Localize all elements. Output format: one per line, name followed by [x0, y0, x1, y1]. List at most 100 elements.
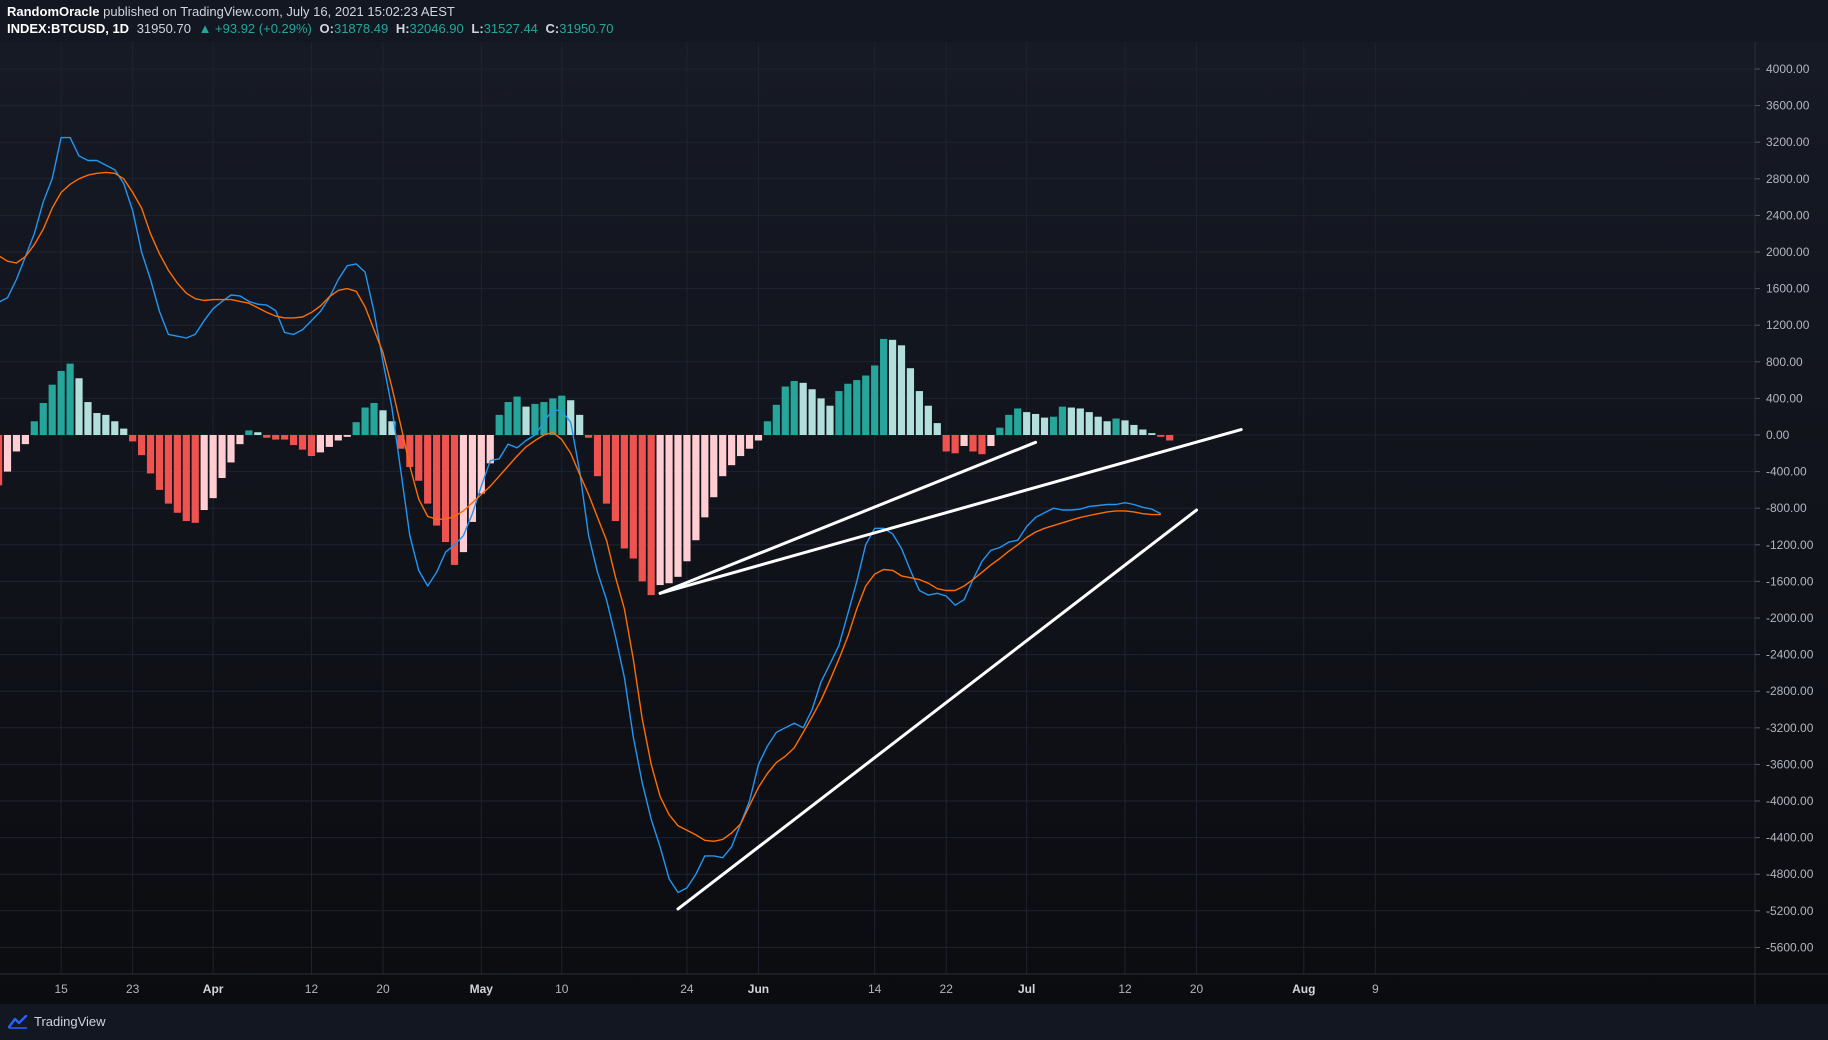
histogram-bar	[289, 435, 298, 446]
histogram-bar	[620, 435, 628, 549]
histogram-bar	[191, 435, 199, 523]
x-tick-label: Jul	[1018, 982, 1035, 996]
x-tick-label: 20	[1190, 982, 1204, 996]
y-tick-label: -4000.00	[1766, 794, 1814, 808]
histogram-bar	[325, 435, 333, 447]
histogram-bar	[263, 435, 271, 438]
author-name[interactable]: RandomOracle	[7, 4, 100, 19]
histogram-bar	[978, 435, 986, 455]
y-tick-label: 3600.00	[1766, 99, 1810, 113]
histogram-bar	[585, 435, 593, 438]
histogram-bar	[701, 435, 709, 518]
published-text: published on TradingView.com, July 16, 2…	[103, 4, 455, 19]
histogram-bar	[1103, 421, 1111, 435]
histogram-bar	[1166, 435, 1174, 441]
tradingview-brand[interactable]: TradingView	[8, 1014, 106, 1029]
x-tick-label: Apr	[203, 982, 224, 996]
histogram-bar	[227, 435, 235, 463]
histogram-bar	[602, 435, 611, 504]
histogram-bar	[397, 435, 405, 449]
histogram-bar	[343, 435, 351, 437]
y-tick-label: -3600.00	[1766, 757, 1814, 771]
x-tick-label: 23	[126, 982, 140, 996]
time-scale[interactable]: 15 23 Apr 12 20 May 10 24 Jun 14 22 Jul 12 20 Aug 9	[54, 982, 1379, 996]
y-tick-label: -5200.00	[1766, 904, 1814, 918]
histogram-bar	[692, 435, 700, 541]
x-tick-label: 12	[305, 982, 319, 996]
histogram-bar	[853, 380, 861, 435]
histogram-bar	[30, 421, 38, 435]
histogram-bar	[334, 435, 342, 441]
histogram-bar	[388, 421, 396, 435]
histogram-bar	[0, 435, 3, 486]
histogram-bar	[93, 413, 101, 435]
histogram-bar	[558, 395, 566, 435]
histogram-bar	[513, 396, 521, 435]
histogram-bar	[254, 432, 262, 435]
histogram-bar	[361, 407, 369, 435]
histogram-bar	[12, 435, 21, 452]
histogram-bar	[307, 435, 316, 457]
histogram-bar	[996, 427, 1004, 435]
histogram-bar	[164, 435, 173, 504]
x-tick-label: 24	[680, 982, 694, 996]
histogram-bar	[1112, 418, 1120, 435]
y-tick-label: 0.00	[1766, 428, 1790, 442]
symbol-name[interactable]: INDEX:BTCUSD, 1D	[7, 21, 130, 36]
histogram-bar	[629, 435, 637, 559]
trendline[interactable]	[658, 440, 1038, 595]
histogram-bar	[1049, 416, 1058, 435]
histogram-bar	[1005, 414, 1013, 435]
histogram-bar	[1023, 412, 1031, 435]
y-tick-label: -1200.00	[1766, 538, 1814, 552]
histogram-bar	[522, 406, 530, 435]
histogram-bar	[200, 435, 208, 511]
open-value: 31878.49	[333, 21, 389, 36]
y-tick-label: -800.00	[1766, 501, 1807, 515]
histogram-bar	[576, 414, 584, 435]
y-tick-label: 1600.00	[1766, 282, 1810, 296]
histogram-bar	[138, 435, 146, 456]
histogram-bar	[924, 405, 932, 435]
trendline[interactable]	[676, 508, 1199, 911]
histogram-bar	[66, 363, 74, 435]
histogram-bar	[406, 435, 414, 468]
histogram-bar	[736, 435, 745, 457]
histogram-bar	[39, 402, 47, 435]
price-scale[interactable]: 4000.00 3600.00 3200.00 2800.00 2400.00 2000.…	[1755, 62, 1814, 954]
x-tick-label: 9	[1372, 982, 1379, 996]
histogram-bar	[370, 402, 378, 435]
histogram-bar	[826, 405, 834, 435]
histogram-bar	[933, 423, 941, 435]
histogram-bar	[1040, 417, 1049, 435]
y-tick-label: -5600.00	[1766, 940, 1814, 954]
histogram-bar	[1032, 413, 1040, 435]
histogram-bar	[468, 435, 476, 522]
histogram-bar	[146, 435, 155, 474]
histogram-bar	[450, 435, 459, 565]
x-tick-label: Aug	[1292, 982, 1315, 996]
macd-lines	[0, 136, 1162, 894]
histogram-bar	[808, 389, 816, 435]
histogram-bar	[656, 435, 664, 586]
trendline[interactable]	[658, 428, 1243, 595]
histogram-bar	[781, 386, 789, 435]
histogram-bar	[21, 435, 29, 445]
x-tick-label: 14	[868, 982, 882, 996]
histogram-bar	[486, 435, 494, 464]
histogram-bar	[1139, 429, 1147, 435]
histogram-bar	[1076, 408, 1084, 435]
histogram-bar	[710, 435, 718, 498]
high-value: 32046.90	[409, 21, 464, 36]
histogram-bar	[504, 402, 512, 435]
histogram-bar	[1085, 412, 1093, 435]
histogram-bar	[379, 410, 387, 435]
histogram-bar	[772, 404, 780, 435]
macd-chart[interactable]: 4000.00 3600.00 3200.00 2800.00 2400.00 2000.…	[0, 42, 1828, 1004]
histogram-bar	[674, 435, 682, 577]
histogram-bar	[182, 435, 190, 522]
histogram-bar	[57, 370, 65, 435]
trendlines[interactable]	[658, 428, 1243, 911]
histogram-bar	[835, 391, 843, 435]
x-tick-label: 20	[376, 982, 390, 996]
